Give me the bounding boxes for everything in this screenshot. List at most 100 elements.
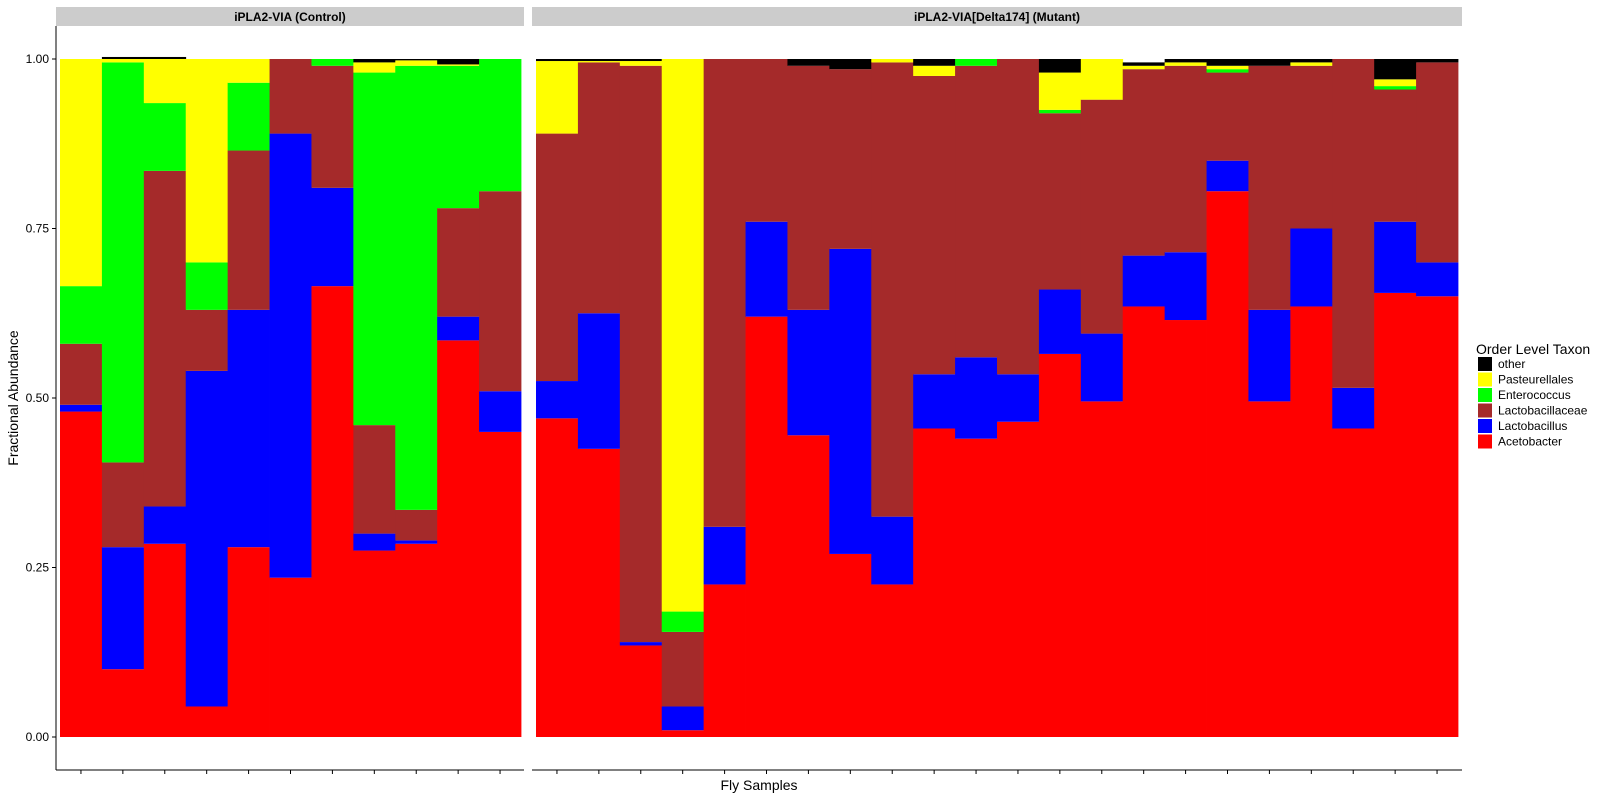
bars-mutant xyxy=(536,59,1459,737)
bar-segment-acetobacter xyxy=(1248,401,1291,737)
bar-segment-pasteurellales xyxy=(353,62,396,73)
bar-segment-acetobacter xyxy=(227,547,270,737)
bar-segment-pasteurellales xyxy=(395,60,438,66)
y-tick-label: 1.00 xyxy=(26,52,50,66)
bar-segment-lactobacillaceae xyxy=(143,170,187,507)
bar-segment-other xyxy=(1164,59,1207,63)
bar-segment-lactobacillus xyxy=(829,248,872,554)
bar-segment-lactobacillus xyxy=(619,642,663,646)
bar-segment-acetobacter xyxy=(577,448,621,737)
bar-segment-pasteurellales xyxy=(437,64,480,66)
bar-segment-lactobacillaceae xyxy=(1164,65,1207,253)
bar-segment-lactobacillus xyxy=(227,309,270,548)
bar-segment-lactobacillus xyxy=(997,374,1040,422)
bar-segment-acetobacter xyxy=(1038,353,1082,737)
legend-swatch-pasteurellales xyxy=(1478,372,1492,387)
facet-strip-mutant xyxy=(532,7,1462,26)
bar-segment-lactobacillus xyxy=(1122,255,1166,307)
legend-swatch-enterococcus xyxy=(1478,388,1492,402)
bar-segment-pasteurellales xyxy=(536,61,579,134)
facet-title-mutant: iPLA2-VIA[Delta174] (Mutant) xyxy=(914,10,1080,24)
bar-segment-acetobacter xyxy=(1290,306,1333,737)
bar-segment-lactobacillaceae xyxy=(1248,65,1291,310)
bar-segment-enterococcus xyxy=(227,82,270,151)
bar-segment-enterococcus xyxy=(1206,69,1249,73)
bar-segment-lactobacillus xyxy=(1164,252,1207,321)
bar-segment-lactobacillaceae xyxy=(1206,72,1249,161)
bar-segment-lactobacillaceae xyxy=(787,65,830,310)
bar-segment-lactobacillaceae xyxy=(1038,113,1082,290)
facet-control: iPLA2-VIA (Control) xyxy=(56,7,524,774)
bar-segment-acetobacter xyxy=(185,706,229,737)
bar-segment-acetobacter xyxy=(311,286,354,737)
legend-swatch-acetobacter xyxy=(1478,434,1492,449)
bar-segment-lactobacillus xyxy=(395,540,438,544)
bar-segment-other xyxy=(1038,59,1082,73)
bar-segment-lactobacillus xyxy=(1290,228,1333,307)
bar-segment-acetobacter xyxy=(1374,292,1417,737)
bar-segment-acetobacter xyxy=(703,584,746,737)
bar-segment-other xyxy=(829,59,872,70)
bar-segment-lactobacillaceae xyxy=(536,133,579,382)
bar-segment-lactobacillaceae xyxy=(353,425,396,534)
bar-segment-pasteurellales xyxy=(577,61,621,63)
bar-segment-enterococcus xyxy=(101,62,145,463)
bar-segment-lactobacillaceae xyxy=(1122,69,1166,256)
legend-label-enterococcus: Enterococcus xyxy=(1498,388,1571,402)
bar-segment-pasteurellales xyxy=(1038,72,1082,110)
bar-segment-other xyxy=(1416,59,1459,63)
bar-segment-pasteurellales xyxy=(227,59,270,83)
legend-swatch-other xyxy=(1478,357,1492,371)
legend-label-lactobacillaceae: Lactobacillaceae xyxy=(1498,404,1588,418)
bar-segment-enterococcus xyxy=(1038,109,1082,114)
bar-segment-enterococcus xyxy=(479,59,522,192)
bar-segment-lactobacillus xyxy=(1248,309,1291,402)
bar-segment-enterococcus xyxy=(437,65,480,209)
bar-segment-acetobacter xyxy=(1080,401,1124,737)
bar-segment-lactobacillaceae xyxy=(60,343,103,405)
y-tick-label: 0.00 xyxy=(26,730,50,744)
bar-segment-lactobacillaceae xyxy=(619,65,663,643)
bar-segment-lactobacillus xyxy=(1332,387,1375,429)
bar-segment-lactobacillus xyxy=(536,381,579,419)
bar-segment-lactobacillaceae xyxy=(437,208,480,317)
bar-segment-lactobacillus xyxy=(745,221,788,317)
bar-segment-lactobacillaceae xyxy=(1416,62,1459,263)
x-axis-title: Fly Samples xyxy=(720,777,797,793)
bar-segment-lactobacillus xyxy=(703,526,746,585)
bar-segment-lactobacillus xyxy=(787,309,830,436)
bar-segment-acetobacter xyxy=(437,340,480,737)
bar-segment-acetobacter xyxy=(143,543,187,737)
bar-segment-acetobacter xyxy=(1332,428,1375,737)
bar-segment-acetobacter xyxy=(1122,306,1166,737)
bar-segment-lactobacillus xyxy=(479,391,522,432)
bar-segment-lactobacillus xyxy=(353,533,396,551)
bar-segment-acetobacter xyxy=(1416,296,1459,737)
bar-segment-enterococcus xyxy=(955,59,998,66)
legend: Order Level Taxon other PasteurellalesEnt… xyxy=(1476,341,1590,449)
bar-segment-pasteurellales xyxy=(101,59,145,63)
bar-segment-lactobacillaceae xyxy=(479,191,522,392)
bar-segment-other xyxy=(619,59,663,62)
y-tick-label: 0.50 xyxy=(26,391,50,405)
bar-segment-acetobacter xyxy=(353,550,396,737)
bar-segment-other xyxy=(787,59,830,66)
x-ticks-control xyxy=(80,770,501,774)
legend-label-lactobacillus: Lactobacillus xyxy=(1498,419,1567,433)
bar-segment-lactobacillus xyxy=(1038,289,1082,354)
bar-segment-other xyxy=(1248,59,1291,66)
bar-segment-enterococcus xyxy=(143,103,187,171)
bar-segment-lactobacillaceae xyxy=(703,59,746,527)
bar-segment-lactobacillus xyxy=(661,706,705,731)
legend-label-pasteurellales: Pasteurellales xyxy=(1498,373,1573,387)
bar-segment-acetobacter xyxy=(913,428,956,737)
bar-segment-lactobacillaceae xyxy=(227,150,270,310)
bar-segment-enterococcus xyxy=(185,262,229,310)
bar-segment-lactobacillus xyxy=(143,506,187,544)
bar-segment-lactobacillaceae xyxy=(1080,99,1124,334)
y-axis: 0.00 0.25 0.50 0.75 1.00 xyxy=(26,26,57,770)
bar-segment-acetobacter xyxy=(269,577,312,737)
y-tick-label: 0.25 xyxy=(26,561,50,575)
